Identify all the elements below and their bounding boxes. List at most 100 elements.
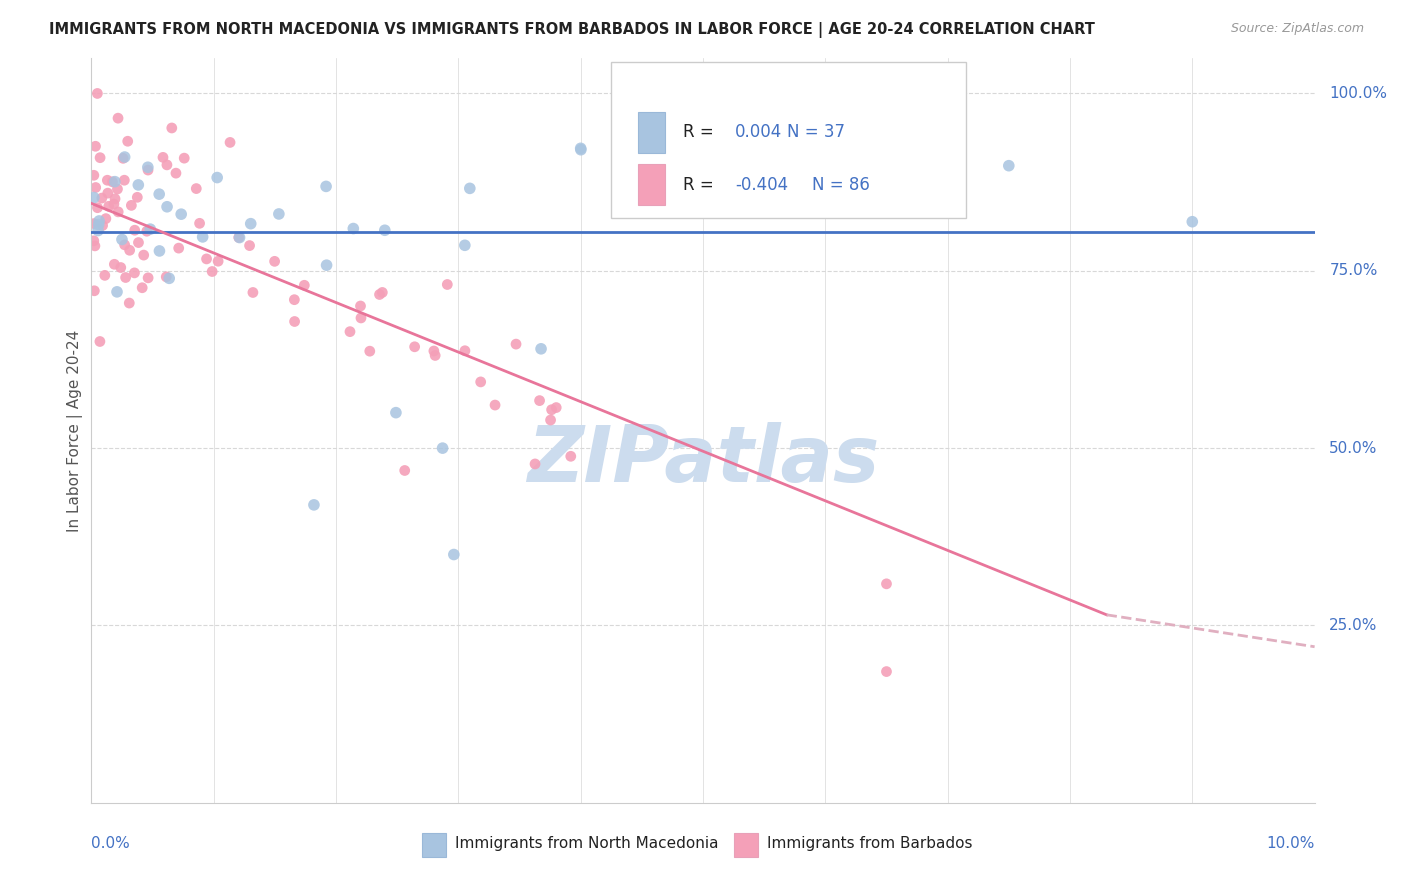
Point xyxy=(342,221,364,235)
Point xyxy=(148,244,170,258)
Point xyxy=(165,166,187,180)
Point xyxy=(117,134,139,148)
Point xyxy=(529,393,551,408)
Point xyxy=(371,285,394,300)
Point xyxy=(239,217,262,231)
Point xyxy=(374,223,396,237)
Point xyxy=(127,190,149,204)
Y-axis label: In Labor Force | Age 20-24: In Labor Force | Age 20-24 xyxy=(67,329,83,532)
Text: Immigrants from North Macedonia: Immigrants from North Macedonia xyxy=(454,837,718,851)
Text: R =: R = xyxy=(683,123,720,142)
Text: N = 86: N = 86 xyxy=(811,176,870,194)
Text: Source: ZipAtlas.com: Source: ZipAtlas.com xyxy=(1230,22,1364,36)
Point xyxy=(205,170,228,185)
Point xyxy=(1181,215,1204,229)
Point xyxy=(458,181,481,195)
Point xyxy=(156,158,179,172)
Point xyxy=(107,182,129,196)
Point xyxy=(124,266,146,280)
Point xyxy=(107,205,129,219)
Point xyxy=(170,207,193,221)
Point xyxy=(505,337,527,351)
Point xyxy=(89,151,111,165)
Point xyxy=(136,160,159,174)
Point xyxy=(103,197,125,211)
FancyBboxPatch shape xyxy=(612,62,966,219)
Point xyxy=(127,235,149,250)
Point xyxy=(292,278,315,293)
Point xyxy=(524,457,547,471)
Point xyxy=(104,192,127,206)
Point xyxy=(359,344,381,359)
Point xyxy=(83,284,105,298)
Point xyxy=(83,190,105,204)
Point xyxy=(484,398,506,412)
Text: N = 37: N = 37 xyxy=(787,123,845,142)
Point xyxy=(546,401,568,415)
Point xyxy=(111,232,134,246)
Point xyxy=(349,299,371,313)
Point xyxy=(84,139,107,153)
Point xyxy=(118,244,141,258)
Point xyxy=(105,285,128,299)
Point xyxy=(118,296,141,310)
Point xyxy=(188,216,211,230)
Point xyxy=(83,239,105,253)
Point xyxy=(97,186,120,201)
Point xyxy=(136,270,159,285)
Point xyxy=(219,136,242,150)
Text: Immigrants from Barbados: Immigrants from Barbados xyxy=(766,837,972,851)
Point xyxy=(425,348,447,362)
Point xyxy=(86,87,108,101)
Point xyxy=(267,207,290,221)
Text: 75.0%: 75.0% xyxy=(1329,263,1378,278)
Point xyxy=(114,237,136,252)
Point xyxy=(91,219,114,233)
Point xyxy=(156,200,179,214)
Point xyxy=(315,258,337,272)
Point xyxy=(201,264,224,278)
Point xyxy=(135,224,157,238)
Point xyxy=(875,665,898,679)
Point xyxy=(152,150,174,164)
Text: 0.0%: 0.0% xyxy=(91,837,131,851)
Point xyxy=(443,548,465,562)
Point xyxy=(560,450,582,464)
Point xyxy=(86,201,108,215)
Point xyxy=(104,175,127,189)
Point xyxy=(132,248,155,262)
Point xyxy=(112,152,135,166)
Point xyxy=(875,577,898,591)
Point xyxy=(114,270,136,285)
Point xyxy=(107,111,129,125)
Point xyxy=(87,223,110,237)
Point xyxy=(131,281,153,295)
Point xyxy=(436,277,458,292)
FancyBboxPatch shape xyxy=(734,833,758,857)
Point xyxy=(454,343,477,358)
Point xyxy=(569,141,592,155)
Text: 0.004: 0.004 xyxy=(735,123,782,142)
Point xyxy=(90,191,112,205)
Text: 10.0%: 10.0% xyxy=(1267,837,1315,851)
FancyBboxPatch shape xyxy=(638,112,665,153)
Point xyxy=(432,441,454,455)
Point xyxy=(540,402,562,417)
Point xyxy=(283,293,305,307)
Point xyxy=(339,325,361,339)
Text: 100.0%: 100.0% xyxy=(1329,86,1388,101)
Point xyxy=(97,199,120,213)
Text: IMMIGRANTS FROM NORTH MACEDONIA VS IMMIGRANTS FROM BARBADOS IN LABOR FORCE | AGE: IMMIGRANTS FROM NORTH MACEDONIA VS IMMIG… xyxy=(49,22,1095,38)
Point xyxy=(136,163,159,178)
Point xyxy=(239,238,262,252)
Point xyxy=(530,342,553,356)
Point xyxy=(84,180,107,194)
Point xyxy=(96,173,118,187)
Point xyxy=(242,285,264,300)
Point xyxy=(385,406,408,420)
Text: R =: R = xyxy=(683,176,720,194)
Point xyxy=(94,211,117,226)
Point xyxy=(228,230,250,244)
Point xyxy=(263,254,285,268)
Point xyxy=(89,334,111,349)
